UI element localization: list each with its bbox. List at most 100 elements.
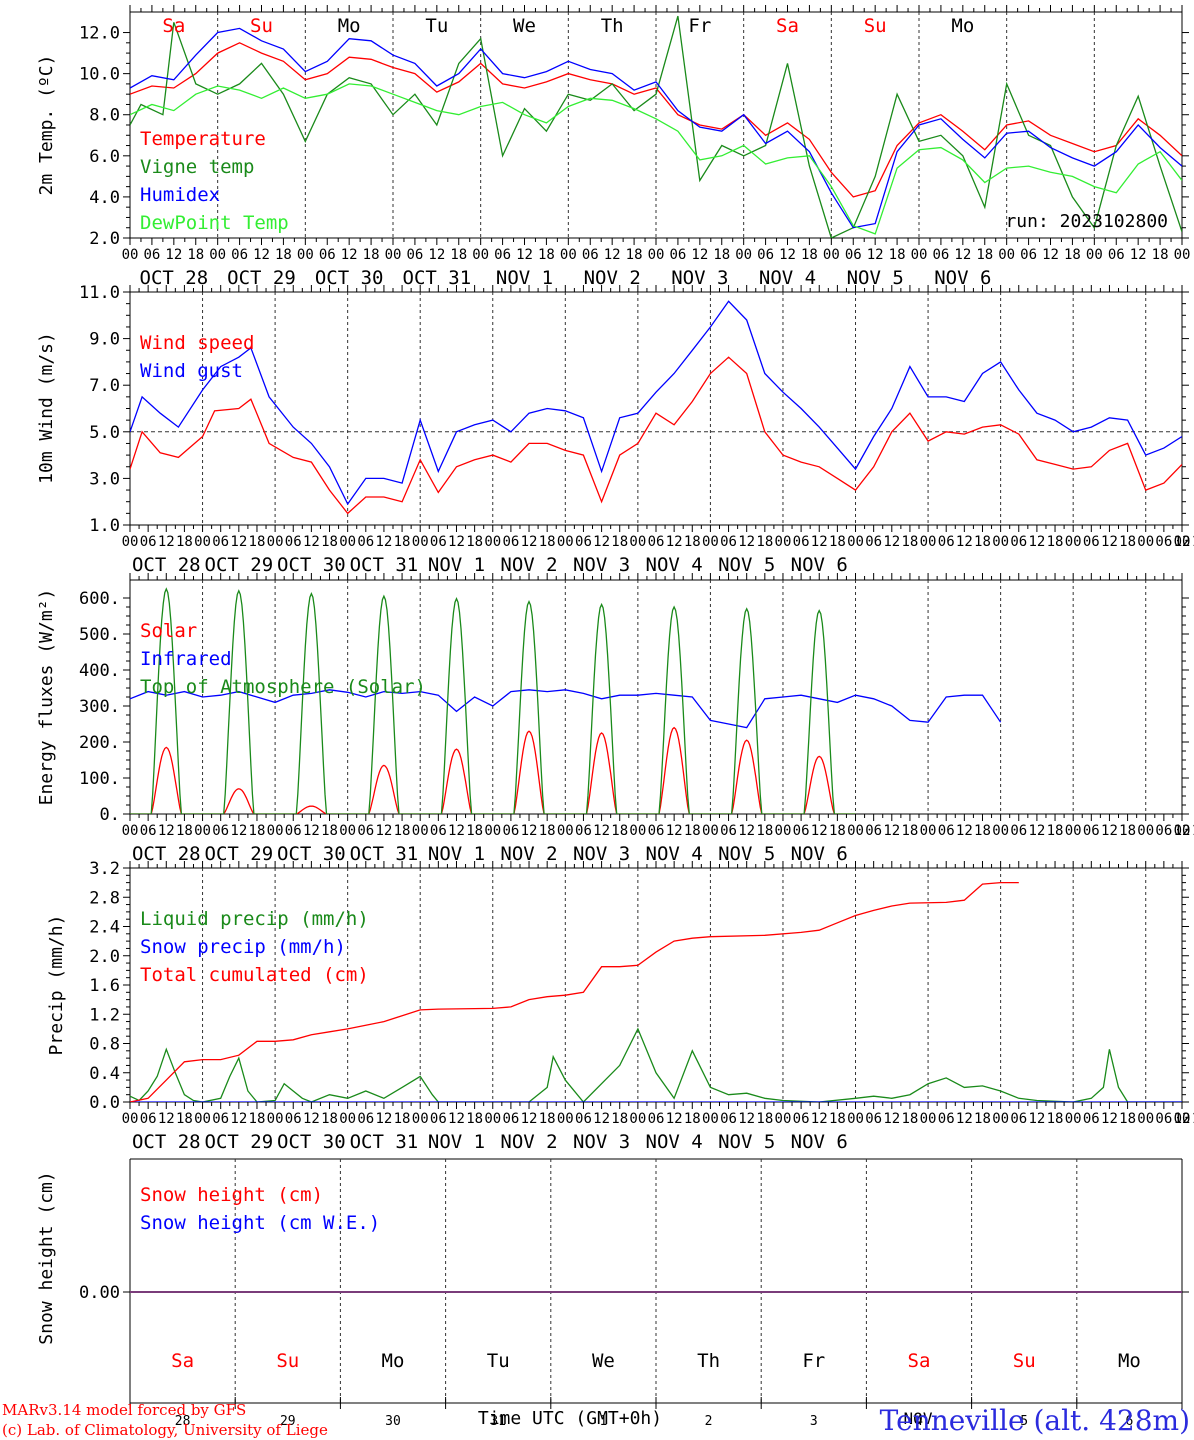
hour-tick-label: 00 [920, 534, 937, 550]
y-tick-label: 3.2 [89, 859, 120, 879]
y-tick-label: 100. [79, 769, 120, 789]
hour-tick-label: 06 [1083, 823, 1100, 839]
hour-tick-label: 12 [521, 1111, 538, 1127]
hour-tick-label: 18 [394, 534, 411, 550]
energy-ylabel: Energy fluxes (W/m²) [36, 589, 57, 806]
hour-tick-label: 00 [775, 534, 792, 550]
weekday-label: Fr [802, 1350, 825, 1372]
hour-tick-label: 00 [920, 823, 937, 839]
hour-tick-label: 18 [187, 247, 204, 263]
hour-tick-label: 12 [448, 823, 465, 839]
hour-tick-label: 18 [1119, 1111, 1136, 1127]
hour-tick-label: 12 [956, 1111, 973, 1127]
weekday-label: We [592, 1350, 615, 1372]
hour-tick-label: 18 [249, 823, 266, 839]
hour-tick-label: 18 [756, 534, 773, 550]
hour-tick-label: 00 [339, 1111, 356, 1127]
hour-tick-label: 06 [212, 534, 229, 550]
hour-tick-label: 12 [521, 823, 538, 839]
hour-tick-label: 18 [1047, 534, 1064, 550]
hour-tick-label: 06 [502, 534, 519, 550]
date-label: NOV 2 [500, 554, 557, 576]
date-label: NOV 5 [718, 1131, 775, 1153]
hour-tick-label: 06 [648, 534, 665, 550]
hour-tick-label: 00 [122, 247, 139, 263]
y-tick-label: 1.6 [89, 976, 120, 996]
hour-tick-label: 12 [954, 247, 971, 263]
hour-tick-label: 18 [974, 534, 991, 550]
hour-tick-label: 06 [285, 823, 302, 839]
hour-tick-label: 12 [158, 1111, 175, 1127]
hour-tick-label: 18 [1047, 1111, 1064, 1127]
date-label: NOV 2 [584, 267, 641, 289]
hour-tick-label: 06 [1010, 823, 1027, 839]
hour-tick-label: 18 [176, 534, 193, 550]
hour-tick-label: 06 [575, 823, 592, 839]
hour-tick-label: 06 [1083, 534, 1100, 550]
weekday-label: Th [697, 1350, 720, 1372]
hour-tick-label: 00 [194, 1111, 211, 1127]
hour-tick-label: 18 [394, 823, 411, 839]
hour-tick-label: 18 [684, 1111, 701, 1127]
hour-tick-label: 18 [684, 534, 701, 550]
series-line-liquid-precip-mm-h- [130, 1027, 1182, 1102]
hour-tick-label: 06 [357, 534, 374, 550]
hour-tick-label: 18 [684, 823, 701, 839]
y-tick-label: 9.0 [89, 330, 120, 350]
hour-tick-label: 12 [883, 534, 900, 550]
hour-tick-label: 12 [811, 823, 828, 839]
hour-tick-label: 18 [1119, 823, 1136, 839]
date-label: NOV 4 [646, 554, 703, 576]
date-label: NOV 6 [791, 843, 848, 865]
date-label: NOV 6 [791, 1131, 848, 1153]
hour-tick-label: 06 [143, 247, 160, 263]
hour-tick-label: 18 [539, 1111, 556, 1127]
hour-tick-label: 06 [1083, 1111, 1100, 1127]
hour-tick-label: 18 [1152, 247, 1169, 263]
hour-tick-label: 06 [757, 247, 774, 263]
hour-tick-label: 18 [974, 1111, 991, 1127]
hour-tick-label: 18 [902, 534, 919, 550]
date-label: NOV 3 [573, 554, 630, 576]
hour-tick-label: 06 [1155, 534, 1172, 550]
hour-tick-label: 06 [212, 1111, 229, 1127]
hour-tick-label: 00 [920, 1111, 937, 1127]
hour-tick-label: 12 [376, 823, 393, 839]
hour-tick-label: 06 [406, 247, 423, 263]
hour-tick-label: 00 [648, 247, 665, 263]
weekday-label: Sa [162, 15, 185, 37]
hour-tick-label: 00 [484, 534, 501, 550]
hour-tick-label: 00 [122, 534, 139, 550]
y-tick-label: 3.0 [89, 469, 120, 489]
hour-tick-label: 00 [267, 534, 284, 550]
wind-frame [129, 291, 1183, 526]
hour-tick-label: 12 [448, 1111, 465, 1127]
date-label: NOV 2 [500, 843, 557, 865]
series-line-infrared [130, 689, 1002, 729]
hour-tick-label: 18 [1192, 534, 1194, 550]
hour-tick-label: 00 [992, 823, 1009, 839]
hour-tick-label: 12 [1101, 823, 1118, 839]
day-number-label: 6 [1125, 1414, 1133, 1429]
y-tick-label: 1.2 [89, 1005, 120, 1025]
hour-tick-label: 00 [998, 247, 1015, 263]
date-label: OCT 28 [140, 267, 209, 289]
hour-tick-label: 12 [428, 247, 445, 263]
hour-tick-label: 18 [713, 247, 730, 263]
hour-tick-label: 12 [448, 534, 465, 550]
hour-tick-label: 06 [865, 1111, 882, 1127]
hour-tick-label: 06 [1155, 823, 1172, 839]
hour-tick-label: 06 [865, 534, 882, 550]
hour-tick-label: 18 [756, 1111, 773, 1127]
location-title: Tenneville (alt. 428m) [880, 1404, 1190, 1437]
hour-tick-label: 00 [1065, 823, 1082, 839]
weekday-label: Su [250, 15, 273, 37]
hour-tick-label: 12 [666, 1111, 683, 1127]
date-label: OCT 30 [277, 1131, 346, 1153]
series-line-top-of-atmosphere-solar- [130, 587, 856, 814]
hour-tick-label: 00 [911, 247, 928, 263]
hour-tick-label: 00 [1065, 534, 1082, 550]
legend-entry: Solar [140, 620, 197, 642]
y-tick-label: 5.0 [89, 423, 120, 443]
legend-entry: Total cumulated (cm) [140, 964, 369, 986]
